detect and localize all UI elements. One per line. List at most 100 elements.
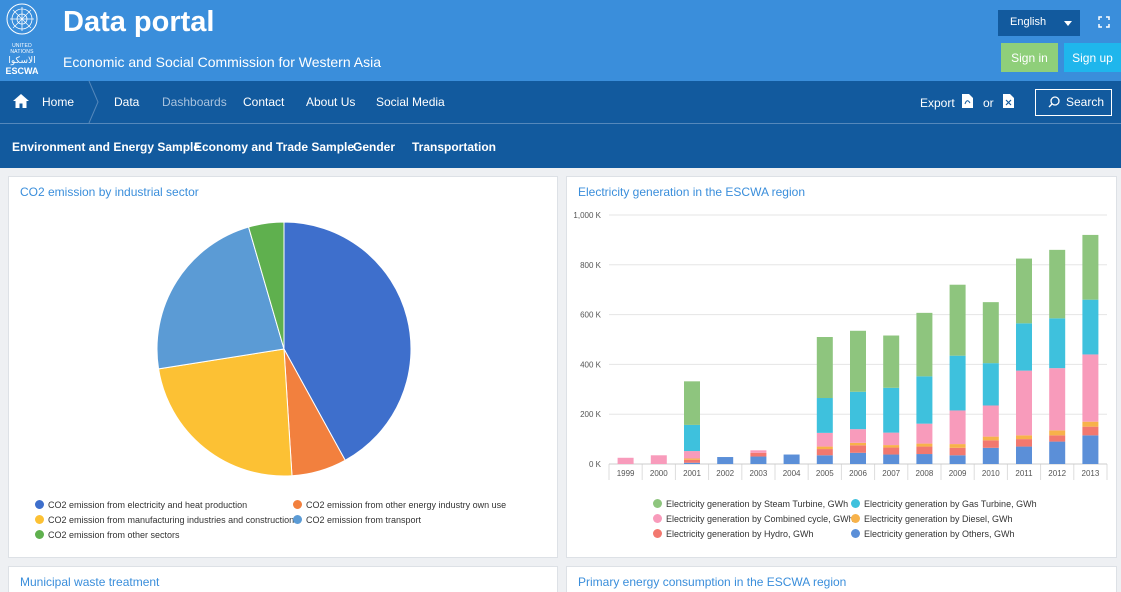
bar-legend-item[interactable]: Electricity generation by Hydro, GWh (653, 529, 814, 539)
bar-segment[interactable] (949, 410, 966, 445)
search-button[interactable]: Search (1035, 89, 1112, 116)
bar-segment[interactable] (1082, 354, 1099, 422)
nav-item-dashboards[interactable]: Dashboards (162, 95, 227, 109)
bar-segment[interactable] (1049, 249, 1066, 319)
pie-legend-item[interactable]: CO2 emission from transport (293, 515, 421, 525)
bar-segment[interactable] (1049, 368, 1066, 431)
bar-segment[interactable] (750, 456, 767, 464)
bar-legend-item[interactable]: Electricity generation by Steam Turbine,… (653, 499, 848, 509)
bar-segment[interactable] (982, 363, 999, 406)
bar-segment[interactable] (916, 454, 933, 464)
bar-segment[interactable] (883, 387, 900, 433)
pdf-export-icon[interactable] (962, 94, 973, 108)
bar-segment[interactable] (850, 330, 866, 392)
bar-segment[interactable] (982, 302, 999, 364)
bar-segment[interactable] (916, 443, 933, 447)
bar-segment[interactable] (916, 423, 933, 444)
portal-title[interactable]: Data portal (63, 6, 215, 38)
excel-export-icon[interactable] (1003, 94, 1014, 108)
bar-segment[interactable] (750, 452, 767, 457)
bar-segment[interactable] (1016, 435, 1032, 440)
sign-up-button[interactable]: Sign up (1064, 43, 1121, 72)
bar-segment[interactable] (850, 452, 866, 464)
nav-item-home[interactable]: Home (42, 95, 75, 109)
bar-segment[interactable] (816, 398, 833, 433)
bar-segment[interactable] (617, 457, 634, 464)
bar-segment[interactable] (717, 457, 734, 464)
bar-segment[interactable] (1082, 234, 1099, 300)
bar-segment[interactable] (982, 440, 999, 448)
bar-segment[interactable] (1049, 435, 1066, 442)
bar-segment[interactable] (949, 447, 966, 456)
pie-legend-item[interactable]: CO2 emission from other energy industry … (293, 500, 506, 510)
bar-segment[interactable] (982, 447, 999, 464)
bar-segment[interactable] (1082, 435, 1099, 464)
bar-segment[interactable] (982, 405, 999, 437)
bar-segment[interactable] (949, 355, 966, 411)
tab-gender[interactable]: Gender (353, 140, 396, 154)
bar-segment[interactable] (750, 450, 767, 453)
bar-legend-item[interactable]: Electricity generation by Gas Turbine, G… (851, 499, 1037, 509)
bar-segment[interactable] (1016, 439, 1032, 447)
pie-legend-item[interactable]: CO2 emission from manufacturing industri… (35, 515, 294, 525)
bar-segment[interactable] (850, 429, 866, 443)
bar-segment[interactable] (883, 447, 900, 455)
bar-segment[interactable] (883, 335, 900, 388)
bar-legend-item[interactable]: Electricity generation by Diesel, GWh (851, 514, 1013, 524)
pie-slice-0[interactable] (283, 221, 412, 461)
bar-segment[interactable] (1049, 430, 1066, 436)
escwa-logo[interactable]: UNITED NATIONS الاسكوا ESCWA (2, 2, 42, 76)
bar-segment[interactable] (1049, 318, 1066, 369)
bar-segment[interactable] (1016, 258, 1032, 324)
tab-transportation[interactable]: Transportation (412, 140, 497, 154)
bar-segment[interactable] (684, 462, 700, 464)
bar-segment[interactable] (684, 381, 700, 425)
bar-segment[interactable] (916, 312, 933, 377)
bar-segment[interactable] (650, 455, 667, 464)
pie-slice-3[interactable] (156, 226, 285, 370)
bar-segment[interactable] (850, 442, 866, 446)
bar-segment[interactable] (816, 449, 833, 456)
sign-in-button[interactable]: Sign in (1001, 43, 1058, 72)
bar-segment[interactable] (1016, 446, 1032, 464)
bar-segment[interactable] (883, 445, 900, 448)
bar-legend-item[interactable]: Electricity generation by Combined cycle… (653, 514, 854, 524)
pie-slice-2[interactable] (157, 348, 293, 477)
bar-legend-item[interactable]: Electricity generation by Others, GWh (851, 529, 1015, 539)
bar-segment[interactable] (816, 455, 833, 464)
bar-segment[interactable] (1049, 441, 1066, 464)
bar-segment[interactable] (883, 454, 900, 464)
fullscreen-icon[interactable] (1098, 16, 1110, 28)
tab-environment-energy[interactable]: Environment and Energy Sample (12, 140, 201, 154)
bar-segment[interactable] (850, 445, 866, 453)
bar-segment[interactable] (916, 376, 933, 424)
home-icon[interactable] (13, 94, 29, 108)
bar-segment[interactable] (850, 391, 866, 430)
tab-economy-trade[interactable]: Economy and Trade Sample (194, 140, 355, 154)
pie-legend-item[interactable]: CO2 emission from electricity and heat p… (35, 500, 247, 510)
bar-segment[interactable] (949, 444, 966, 448)
bar-segment[interactable] (949, 284, 966, 356)
bar-segment[interactable] (1082, 421, 1099, 427)
bar-segment[interactable] (1082, 299, 1099, 355)
bar-segment[interactable] (1016, 323, 1032, 371)
bar-segment[interactable] (684, 458, 700, 460)
bar-segment[interactable] (982, 436, 999, 441)
bar-segment[interactable] (783, 454, 800, 464)
nav-item-about-us[interactable]: About Us (306, 95, 356, 109)
bar-segment[interactable] (684, 451, 700, 459)
bar-segment[interactable] (949, 455, 966, 464)
language-select[interactable]: English (998, 10, 1080, 36)
pie-slice-4[interactable] (247, 221, 285, 350)
nav-item-contact[interactable]: Contact (243, 95, 285, 109)
bar-segment[interactable] (883, 432, 900, 446)
pie-legend-item[interactable]: CO2 emission from other sectors (35, 530, 180, 540)
bar-segment[interactable] (816, 432, 833, 447)
nav-item-data[interactable]: Data (114, 95, 140, 109)
bar-segment[interactable] (1082, 426, 1099, 436)
bar-segment[interactable] (1016, 370, 1032, 436)
bar-segment[interactable] (684, 424, 700, 452)
nav-item-social-media[interactable]: Social Media (376, 95, 445, 109)
bar-segment[interactable] (816, 446, 833, 450)
bar-segment[interactable] (916, 446, 933, 455)
